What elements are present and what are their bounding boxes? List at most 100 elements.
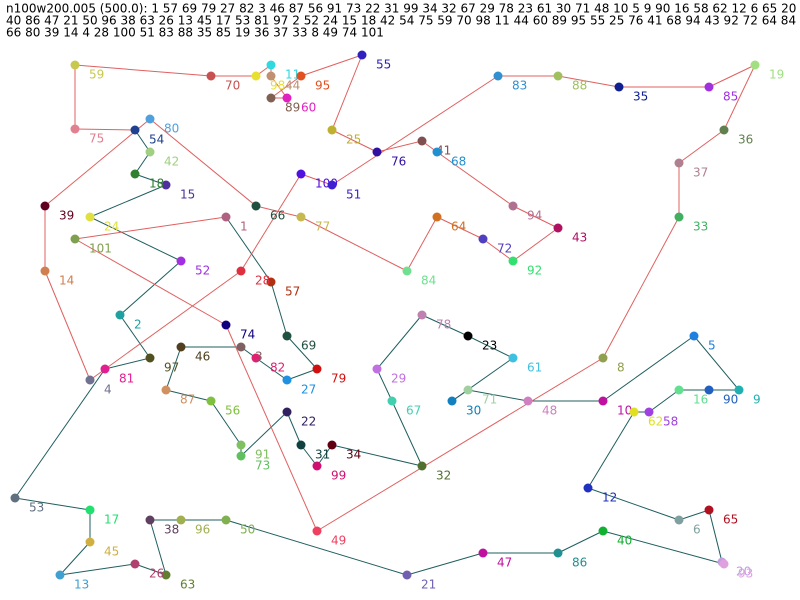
node bbox=[100, 364, 110, 374]
node-label: 72 bbox=[497, 242, 512, 256]
route-edge bbox=[119, 314, 151, 359]
node bbox=[251, 71, 261, 81]
route-edge bbox=[300, 54, 363, 77]
route-edge bbox=[406, 552, 484, 576]
node bbox=[447, 396, 457, 406]
node bbox=[644, 407, 654, 417]
route-edge bbox=[59, 563, 136, 576]
node bbox=[70, 60, 80, 70]
node bbox=[266, 71, 276, 81]
node bbox=[553, 548, 563, 558]
node bbox=[508, 201, 518, 211]
node bbox=[598, 526, 608, 536]
route-edge bbox=[678, 129, 725, 164]
node bbox=[296, 169, 306, 179]
node bbox=[161, 570, 171, 580]
header-line: n100w200.005 (500.0): 1 57 69 79 27 82 3… bbox=[6, 2, 800, 16]
route-edge bbox=[74, 64, 212, 77]
node-label: 10 bbox=[617, 404, 632, 418]
node bbox=[719, 559, 729, 569]
node-label: 30 bbox=[466, 404, 481, 418]
node-label: 70 bbox=[225, 79, 240, 93]
node-label: 48 bbox=[542, 404, 557, 418]
route-edge bbox=[119, 260, 182, 316]
node bbox=[130, 125, 140, 135]
route-edge bbox=[436, 216, 484, 240]
node bbox=[614, 82, 624, 92]
route-edge bbox=[286, 335, 318, 370]
route-edge bbox=[587, 411, 635, 489]
node bbox=[553, 223, 563, 233]
node-label: 3 bbox=[255, 350, 263, 364]
node bbox=[674, 212, 684, 222]
node bbox=[417, 136, 427, 146]
node bbox=[372, 147, 382, 157]
node-label: 73 bbox=[255, 459, 270, 473]
node-label: 24 bbox=[104, 220, 119, 234]
node bbox=[719, 125, 729, 135]
node-label: 54 bbox=[149, 133, 164, 147]
node-label: 18 bbox=[149, 177, 164, 191]
node bbox=[206, 71, 216, 81]
route-edge bbox=[512, 227, 559, 262]
route-edge bbox=[678, 509, 710, 521]
node bbox=[266, 60, 276, 70]
node bbox=[417, 310, 427, 320]
route-edge bbox=[331, 444, 423, 467]
route-edge bbox=[149, 519, 167, 576]
node-label: 59 bbox=[89, 68, 104, 82]
route-edge bbox=[708, 509, 723, 563]
route-edge bbox=[74, 128, 136, 131]
node-label: 68 bbox=[451, 155, 466, 169]
route-edge bbox=[255, 357, 288, 381]
route-edge bbox=[602, 530, 725, 565]
route-edge bbox=[482, 238, 514, 262]
node-label: 1 bbox=[240, 220, 248, 234]
node-label: 2 bbox=[134, 318, 142, 332]
node-label: 52 bbox=[195, 264, 210, 278]
node-label: 31 bbox=[315, 448, 330, 462]
node bbox=[372, 364, 382, 374]
node bbox=[704, 505, 714, 515]
node bbox=[176, 515, 186, 525]
node bbox=[598, 353, 608, 363]
node bbox=[176, 342, 186, 352]
route-edge bbox=[225, 216, 272, 283]
node-label: 98 bbox=[270, 79, 285, 93]
node bbox=[130, 559, 140, 569]
node-label: 86 bbox=[572, 556, 587, 570]
node-label: 22 bbox=[301, 415, 316, 429]
node bbox=[206, 396, 216, 406]
node-label: 13 bbox=[74, 578, 89, 592]
node-label: 29 bbox=[391, 372, 406, 386]
node bbox=[312, 364, 322, 374]
route-edge bbox=[270, 75, 288, 99]
node bbox=[176, 256, 186, 266]
node-label: 89 bbox=[285, 101, 300, 115]
node bbox=[432, 147, 442, 157]
node bbox=[70, 234, 80, 244]
node bbox=[432, 212, 442, 222]
node-label: 96 bbox=[195, 523, 210, 537]
node bbox=[130, 169, 140, 179]
node bbox=[629, 407, 639, 417]
node bbox=[478, 234, 488, 244]
route-edge bbox=[406, 216, 438, 272]
node-label: 88 bbox=[572, 79, 587, 93]
node bbox=[115, 310, 125, 320]
node bbox=[251, 353, 261, 363]
route-edge bbox=[255, 205, 302, 218]
node-label: 16 bbox=[693, 393, 708, 407]
node bbox=[463, 331, 473, 341]
node-label: 32 bbox=[436, 469, 451, 483]
node-label: 35 bbox=[633, 90, 648, 104]
header-line: 66 80 39 14 4 28 100 51 83 88 35 85 19 3… bbox=[6, 26, 384, 40]
node bbox=[402, 266, 412, 276]
node-label: 81 bbox=[119, 372, 134, 386]
node-label: 53 bbox=[29, 501, 44, 515]
node-label: 26 bbox=[149, 567, 164, 581]
node bbox=[327, 440, 337, 450]
node bbox=[282, 375, 292, 385]
node-label: 92 bbox=[527, 264, 542, 278]
